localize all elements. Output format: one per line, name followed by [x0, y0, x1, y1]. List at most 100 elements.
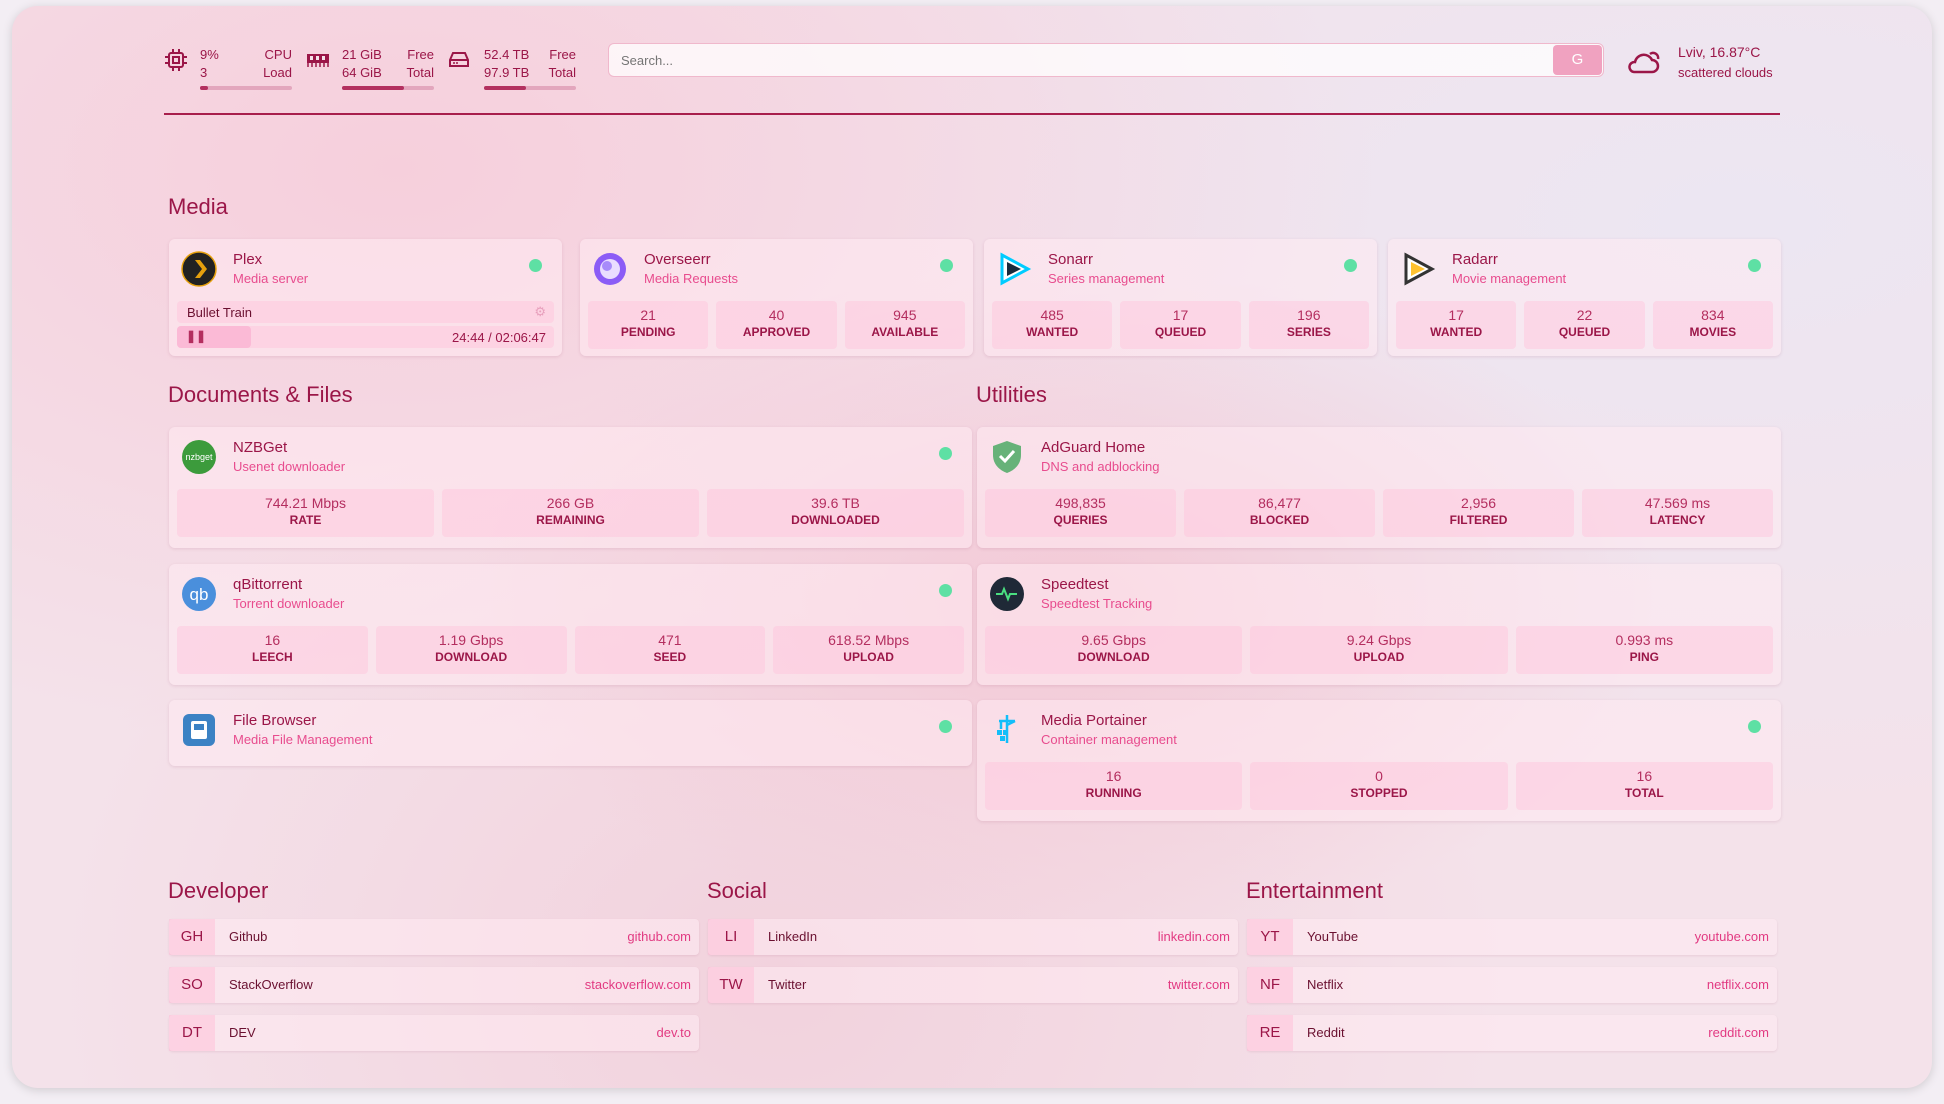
- stat-label: QUEUED: [1558, 325, 1611, 339]
- bookmark-url[interactable]: youtube.com: [1694, 929, 1769, 944]
- stat-value: 22: [1576, 307, 1593, 323]
- speedtest-icon: [990, 577, 1024, 611]
- stat-value: 834: [1701, 307, 1725, 323]
- bookmark-abbr: GH: [169, 919, 215, 955]
- stat-label: MOVIES: [1689, 325, 1737, 339]
- bookmark-stackoverflow[interactable]: SO StackOverflow stackoverflow.com: [169, 967, 699, 1003]
- bookmark-abbr: LI: [708, 919, 754, 955]
- service-card-speedtest[interactable]: Speedtest Speedtest Tracking 9.65 Gbps DOW…: [977, 564, 1781, 685]
- stat-block: 16 TOTAL: [1515, 762, 1773, 810]
- stat-block: 40 APPROVED: [716, 301, 837, 349]
- section-utilities: Utilities: [976, 382, 1047, 407]
- section-developer: Developer: [168, 878, 269, 903]
- stat-label: LEECH: [252, 650, 293, 664]
- service-stats: 16 LEECH 1.19 Gbps DOWNLOAD 471 SEED 618.52 Mb…: [177, 626, 964, 674]
- bookmark-linkedin[interactable]: LI LinkedIn linkedin.com: [708, 919, 1238, 955]
- stat-value: 196: [1297, 307, 1321, 323]
- bookmark-url[interactable]: linkedin.com: [1157, 929, 1230, 944]
- stat-block: 17 QUEUED: [1120, 301, 1241, 349]
- stat-label: DOWNLOAD: [1077, 650, 1150, 664]
- radarr-icon: [1404, 252, 1436, 286]
- service-card-radarr[interactable]: Radarr Movie management 17 WANTED 22 QUEUED 8…: [1388, 239, 1781, 356]
- cpu-load-label: Load: [263, 65, 292, 80]
- bookmark-youtube[interactable]: YT YouTube youtube.com: [1247, 919, 1777, 955]
- stat-label: DOWNLOADED: [791, 513, 880, 527]
- bookmark-url[interactable]: stackoverflow.com: [584, 977, 691, 992]
- service-name: Overseerr: [644, 251, 711, 268]
- bookmark-url[interactable]: reddit.com: [1708, 1025, 1769, 1040]
- stat-value: 16: [1636, 768, 1653, 784]
- section-media: Media: [168, 194, 228, 219]
- service-card-nzbget[interactable]: nzbget NZBGet Usenet downloader 744.21 Mb…: [169, 427, 972, 548]
- stat-value: 618.52 Mbps: [828, 632, 910, 648]
- memory-free: 21 GiB: [342, 47, 382, 62]
- status-indicator: [939, 720, 952, 733]
- stat-value: 498,835: [1055, 495, 1106, 511]
- bookmark-dev[interactable]: DT DEV dev.to: [169, 1015, 699, 1051]
- stat-block: 744.21 Mbps RATE: [177, 489, 434, 537]
- stat-value: 16: [264, 632, 281, 648]
- bookmark-title: Github: [229, 929, 268, 944]
- svg-text:nzbget: nzbget: [185, 452, 213, 462]
- search-input[interactable]: [608, 43, 1604, 77]
- stat-value: 471: [658, 632, 682, 648]
- bookmark-github[interactable]: GH Github github.com: [169, 919, 699, 955]
- service-description: Torrent downloader: [233, 596, 345, 611]
- service-card-sonarr[interactable]: Sonarr Series management 485 WANTED 17 QUEUE…: [984, 239, 1377, 356]
- stat-value: 1.19 Gbps: [438, 632, 504, 648]
- stat-label: WANTED: [1430, 325, 1483, 339]
- svg-text:qb: qb: [190, 585, 209, 604]
- stat-value: 744.21 Mbps: [265, 495, 346, 511]
- pause-icon[interactable]: ❚❚: [186, 329, 207, 343]
- stat-block: 9.65 Gbps DOWNLOAD: [985, 626, 1243, 674]
- bookmark-url[interactable]: github.com: [627, 929, 691, 944]
- service-description: Media server: [233, 271, 309, 286]
- service-description: Media File Management: [233, 732, 373, 747]
- stat-value: 2,956: [1460, 495, 1497, 511]
- service-card-portainer[interactable]: Media Portainer Container management 16 RU…: [977, 700, 1781, 821]
- bookmark-reddit[interactable]: RE Reddit reddit.com: [1247, 1015, 1777, 1051]
- stat-block: 0.993 ms PING: [1515, 626, 1773, 674]
- stat-value: 17: [1172, 307, 1189, 323]
- portainer-icon: [997, 715, 1016, 743]
- service-description: Series management: [1048, 271, 1165, 286]
- bookmark-title: Netflix: [1307, 977, 1344, 992]
- bookmark-url[interactable]: netflix.com: [1706, 977, 1769, 992]
- now-playing: Bullet Train ⚙: [177, 301, 554, 323]
- memory-stat: 21 GiB Free 64 GiB Total: [342, 46, 434, 90]
- service-card-qbittorrent[interactable]: qb qBittorrent Torrent downloader 16 LEECH…: [169, 564, 972, 685]
- service-name: AdGuard Home: [1041, 439, 1146, 456]
- bookmark-netflix[interactable]: NF Netflix netflix.com: [1247, 967, 1777, 1003]
- bookmark-title: Reddit: [1307, 1025, 1345, 1040]
- service-stats: 17 WANTED 22 QUEUED 834 MOVIES: [1396, 301, 1773, 349]
- service-card-filebrowser[interactable]: File Browser Media File Management: [169, 700, 972, 766]
- bookmark-twitter[interactable]: TW Twitter twitter.com: [708, 967, 1238, 1003]
- stat-block: 21 PENDING: [588, 301, 709, 349]
- bookmark-title: DEV: [229, 1025, 256, 1040]
- stat-label: QUERIES: [1053, 513, 1108, 527]
- stat-label: AVAILABLE: [871, 325, 939, 339]
- status-indicator: [1344, 259, 1357, 272]
- stat-block: 1.19 Gbps DOWNLOAD: [375, 626, 567, 674]
- service-card-overseerr[interactable]: Overseerr Media Requests 21 PENDING 40 APPRO…: [580, 239, 973, 356]
- disk-total-label: Total: [548, 65, 576, 80]
- filebrowser-icon: [183, 714, 215, 746]
- stat-label: PING: [1629, 650, 1659, 664]
- service-card-plex[interactable]: Plex Media server Bullet Train ⚙ ❚❚ 24:4…: [169, 239, 562, 356]
- stat-value: 39.6 TB: [811, 495, 860, 511]
- sonarr-icon: [1000, 252, 1032, 286]
- search-button[interactable]: G: [1553, 45, 1602, 75]
- playback-progress: [177, 326, 251, 348]
- service-description: Container management: [1041, 732, 1177, 747]
- status-indicator: [940, 259, 953, 272]
- stat-block: 196 SERIES: [1248, 301, 1369, 349]
- service-card-adguard[interactable]: AdGuard Home DNS and adblocking 498,835 QU…: [977, 427, 1781, 548]
- bookmark-title: YouTube: [1307, 929, 1359, 944]
- service-name: NZBGet: [233, 439, 288, 456]
- stat-value: 0.993 ms: [1615, 632, 1674, 648]
- stat-label: UPLOAD: [1353, 650, 1405, 664]
- header-divider: [164, 113, 1780, 115]
- bookmark-url[interactable]: dev.to: [656, 1025, 691, 1040]
- section-social: Social: [707, 878, 767, 903]
- bookmark-url[interactable]: twitter.com: [1167, 977, 1230, 992]
